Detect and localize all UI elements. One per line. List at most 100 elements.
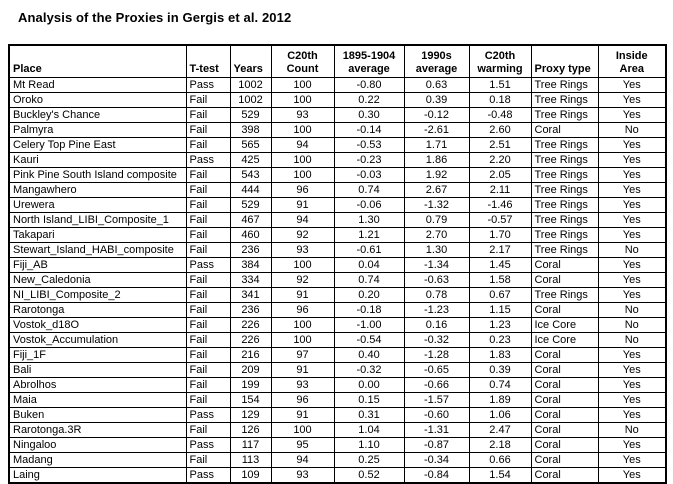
cell-t-test: Fail: [185, 452, 231, 468]
table-row: Kauri Pass 425 100 -0.23 1.86 2.20 Tree Rings Ye…: [8, 152, 667, 168]
cell-years: 236: [229, 302, 272, 318]
cell-avg-1990s: 2.67: [403, 182, 470, 198]
cell-t-test: Fail: [185, 107, 231, 123]
cell-c20th-warming: 1.83: [468, 347, 532, 363]
cell-c20th-warming: 0.66: [468, 452, 532, 468]
cell-t-test: Fail: [185, 167, 231, 183]
cell-avg-1895-1904: -0.53: [333, 137, 405, 153]
cell-place: Fiji_1F: [8, 347, 187, 363]
cell-avg-1895-1904: 0.31: [333, 407, 405, 423]
cell-t-test: Fail: [185, 272, 231, 288]
cell-proxy-type: Tree Rings: [530, 77, 599, 93]
cell-avg-1895-1904: 0.15: [333, 392, 405, 408]
cell-inside-area: Yes: [597, 347, 667, 363]
cell-place: Buckley's Chance: [8, 107, 187, 123]
cell-place: Stewart_Island_HABI_composite: [8, 242, 187, 258]
cell-c20th-warming: 0.74: [468, 377, 532, 393]
cell-proxy-type: Ice Core: [530, 317, 599, 333]
cell-years: 1002: [229, 92, 272, 108]
cell-inside-area: Yes: [597, 212, 667, 228]
cell-c20th-count: 100: [270, 122, 335, 138]
cell-c20th-count: 94: [270, 212, 335, 228]
cell-t-test: Fail: [185, 302, 231, 318]
cell-place: Madang: [8, 452, 187, 468]
cell-proxy-type: Coral: [530, 452, 599, 468]
cell-t-test: Pass: [185, 77, 231, 93]
cell-years: 226: [229, 317, 272, 333]
cell-c20th-warming: 1.54: [468, 467, 532, 484]
cell-t-test: Fail: [185, 137, 231, 153]
cell-t-test: Fail: [185, 182, 231, 198]
col-header-place: Place: [8, 44, 187, 78]
cell-avg-1895-1904: -0.03: [333, 167, 405, 183]
cell-avg-1895-1904: 0.04: [333, 257, 405, 273]
cell-avg-1895-1904: -0.06: [333, 197, 405, 213]
cell-proxy-type: Coral: [530, 272, 599, 288]
cell-c20th-count: 94: [270, 137, 335, 153]
cell-inside-area: Yes: [597, 137, 667, 153]
cell-place: Mt Read: [8, 77, 187, 93]
table-row: Rarotonga Fail 236 96 -0.18 -1.23 1.15 Coral No: [8, 302, 667, 318]
cell-place: Maia: [8, 392, 187, 408]
cell-t-test: Fail: [185, 122, 231, 138]
cell-avg-1895-1904: -0.54: [333, 332, 405, 348]
cell-c20th-count: 100: [270, 332, 335, 348]
cell-place: Urewera: [8, 197, 187, 213]
cell-years: 565: [229, 137, 272, 153]
cell-avg-1895-1904: 0.25: [333, 452, 405, 468]
col-header-avg-1990s: 1990s average: [403, 44, 470, 78]
table-body: Mt Read Pass 1002 100 -0.80 0.63 1.51 Tree Ring…: [8, 77, 667, 484]
cell-t-test: Fail: [185, 287, 231, 303]
cell-c20th-warming: 1.51: [468, 77, 532, 93]
cell-years: 117: [229, 437, 272, 453]
cell-place: NI_LIBI_Composite_2: [8, 287, 187, 303]
cell-years: 226: [229, 332, 272, 348]
cell-avg-1895-1904: 1.21: [333, 227, 405, 243]
cell-avg-1990s: -0.84: [403, 467, 470, 484]
cell-avg-1990s: 1.86: [403, 152, 470, 168]
cell-avg-1895-1904: -0.80: [333, 77, 405, 93]
col-header-c20th-count: C20th Count: [270, 44, 335, 78]
cell-years: 199: [229, 377, 272, 393]
cell-avg-1895-1904: -0.61: [333, 242, 405, 258]
cell-avg-1990s: -1.31: [403, 422, 470, 438]
cell-years: 236: [229, 242, 272, 258]
cell-c20th-warming: 1.23: [468, 317, 532, 333]
cell-place: North Island_LIBI_Composite_1: [8, 212, 187, 228]
cell-inside-area: Yes: [597, 407, 667, 423]
cell-avg-1895-1904: 0.30: [333, 107, 405, 123]
cell-c20th-warming: -1.46: [468, 197, 532, 213]
cell-place: Kauri: [8, 152, 187, 168]
cell-inside-area: Yes: [597, 77, 667, 93]
cell-inside-area: No: [597, 122, 667, 138]
cell-avg-1990s: 0.78: [403, 287, 470, 303]
cell-t-test: Fail: [185, 242, 231, 258]
cell-inside-area: Yes: [597, 152, 667, 168]
cell-c20th-warming: 2.18: [468, 437, 532, 453]
cell-c20th-warming: 2.60: [468, 122, 532, 138]
table-row: Oroko Fail 1002 100 0.22 0.39 0.18 Tree Rings Ye…: [8, 92, 667, 108]
cell-proxy-type: Coral: [530, 437, 599, 453]
table-row: Stewart_Island_HABI_composite Fail 236 93 -0…: [8, 242, 667, 258]
cell-inside-area: Yes: [597, 467, 667, 484]
cell-place: Pink Pine South Island composite: [8, 167, 187, 183]
cell-c20th-count: 100: [270, 92, 335, 108]
col-header-proxy-type: Proxy type: [530, 44, 599, 78]
cell-years: 154: [229, 392, 272, 408]
cell-inside-area: No: [597, 302, 667, 318]
cell-inside-area: Yes: [597, 272, 667, 288]
cell-c20th-count: 97: [270, 347, 335, 363]
table-row: Mangawhero Fail 444 96 0.74 2.67 2.11 Tree Ring…: [8, 182, 667, 198]
cell-t-test: Pass: [185, 152, 231, 168]
table-row: New_Caledonia Fail 334 92 0.74 -0.63 1.58 Coral…: [8, 272, 667, 288]
cell-c20th-count: 100: [270, 257, 335, 273]
cell-t-test: Pass: [185, 407, 231, 423]
cell-avg-1990s: 0.16: [403, 317, 470, 333]
cell-avg-1895-1904: 0.40: [333, 347, 405, 363]
cell-t-test: Pass: [185, 467, 231, 484]
cell-avg-1895-1904: 0.00: [333, 377, 405, 393]
cell-c20th-warming: 2.20: [468, 152, 532, 168]
col-header-years: Years: [229, 44, 272, 78]
table-row: Vostok_d18O Fail 226 100 -1.00 0.16 1.23 Ice Co…: [8, 317, 667, 333]
cell-place: New_Caledonia: [8, 272, 187, 288]
